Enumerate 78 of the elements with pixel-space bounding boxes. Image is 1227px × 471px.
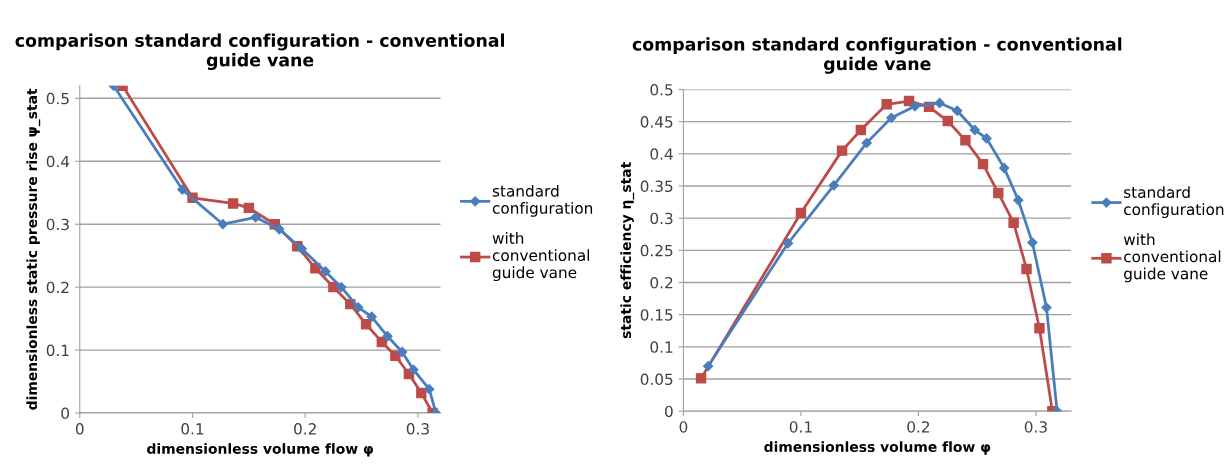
x-tick-label: 0.2: [907, 421, 930, 433]
point: [993, 187, 1004, 199]
legend-label: with conventional guide vane: [1123, 233, 1221, 283]
point: [424, 384, 435, 395]
x-axis-title: dimensionless volume flow φ: [764, 441, 991, 455]
point: [1041, 302, 1052, 313]
point: [390, 350, 401, 361]
y-tick-label: 0.4: [46, 155, 70, 168]
point: [274, 224, 285, 235]
y-axis-title: static efficiency η_stat: [620, 162, 635, 339]
point: [1013, 195, 1024, 206]
point: [886, 112, 897, 123]
point: [977, 158, 989, 170]
y-tick-label: 0.5: [650, 83, 673, 96]
y-axis-title: dimensionless static pressure rise ψ_stat: [26, 88, 41, 410]
x-tick-label: 0.1: [181, 423, 204, 435]
y-tick-label: 0.3: [46, 218, 69, 231]
x-tick-label: 0.3: [1024, 421, 1047, 433]
point: [336, 282, 347, 293]
point: [416, 387, 427, 399]
y-tick-label: 0.25: [640, 244, 673, 257]
y-tick-label: 0.2: [650, 276, 673, 289]
point: [397, 346, 408, 358]
point: [960, 135, 971, 146]
point: [942, 115, 954, 127]
point: [795, 207, 807, 219]
point: [1021, 263, 1032, 275]
point: [243, 202, 255, 214]
chart-title: comparison standard configuration - conventional guide vane: [632, 37, 1122, 74]
legend-label: with conventional guide vane: [492, 232, 590, 282]
point: [981, 133, 992, 144]
point: [782, 238, 794, 249]
point: [702, 361, 714, 372]
point: [366, 311, 377, 322]
y-tick-label: 0.15: [640, 309, 673, 321]
point: [999, 162, 1010, 174]
x-tick-label: 0: [679, 421, 688, 433]
x-tick-label: 0: [75, 423, 84, 435]
y-tick-label: 0.2: [46, 281, 69, 294]
point: [828, 180, 839, 191]
point: [250, 212, 261, 223]
y-tick-label: 0: [665, 405, 673, 418]
x-tick-label: 0.2: [294, 423, 316, 435]
y-tick-label: 0.3: [650, 212, 673, 225]
y-tick-label: 0.35: [640, 180, 673, 193]
point: [382, 331, 393, 342]
x-axis-title: dimensionless volume flow φ: [147, 443, 373, 457]
point: [353, 302, 364, 313]
y-tick-label: 0: [61, 407, 70, 420]
legend-label: standard configuration: [1124, 186, 1224, 219]
point: [408, 364, 419, 375]
point: [881, 99, 892, 110]
point: [836, 145, 848, 156]
y-tick-label: 0.1: [650, 341, 673, 353]
point: [1034, 322, 1045, 334]
point: [695, 373, 707, 384]
point: [1027, 237, 1038, 248]
y-tick-label: 0.45: [640, 116, 673, 128]
y-tick-label: 0.4: [650, 148, 673, 160]
point: [952, 105, 963, 116]
point: [909, 101, 921, 112]
legend-label: standard configuration: [492, 184, 593, 217]
point: [227, 198, 239, 209]
point: [855, 124, 867, 136]
x-tick-label: 0.1: [789, 421, 812, 433]
y-tick-label: 0.1: [46, 344, 69, 357]
point: [360, 319, 372, 330]
point: [969, 124, 980, 136]
y-tick-label: 0.5: [46, 92, 69, 105]
point: [296, 243, 307, 254]
point: [217, 219, 229, 230]
point: [861, 137, 872, 149]
point: [177, 184, 188, 195]
chart-title: comparison standard configuration - conventional guide vane: [15, 33, 505, 71]
x-tick-label: 0.3: [406, 423, 429, 435]
y-tick-label: 0.05: [640, 373, 673, 386]
point: [1008, 217, 1019, 228]
point: [320, 266, 331, 277]
